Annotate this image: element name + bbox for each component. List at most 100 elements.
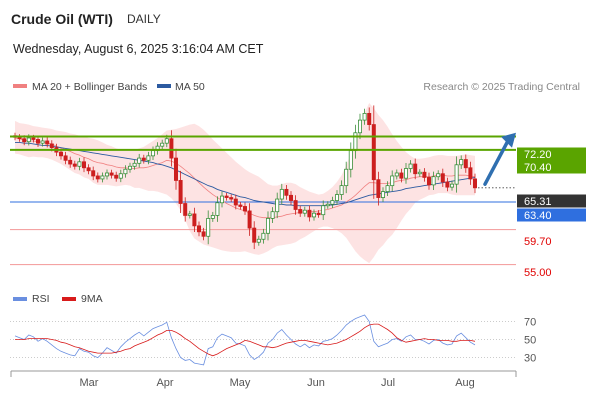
candle-body bbox=[201, 231, 206, 237]
candle bbox=[321, 200, 326, 220]
candle-body bbox=[353, 132, 358, 152]
candle-body bbox=[362, 113, 367, 121]
candle-body bbox=[298, 209, 303, 214]
candle-body bbox=[164, 138, 169, 144]
candle-body bbox=[95, 175, 100, 180]
instrument-title: Crude Oil (WTI) bbox=[11, 11, 113, 27]
candle-body bbox=[459, 159, 464, 166]
candle bbox=[123, 165, 128, 178]
candle-body bbox=[422, 171, 427, 178]
level-label-box bbox=[517, 194, 586, 208]
candle-body bbox=[91, 170, 96, 177]
candle bbox=[224, 193, 229, 201]
candle bbox=[307, 205, 312, 222]
candle-body bbox=[265, 218, 270, 234]
candle-body bbox=[302, 209, 307, 214]
candle-body bbox=[169, 138, 174, 159]
level-label: 63.40 bbox=[524, 210, 552, 222]
main-legend: MA 20 + Bollinger Bands MA 50 Research ©… bbox=[13, 81, 580, 93]
rsi-ma-legend-swatch bbox=[62, 297, 76, 301]
candle bbox=[459, 155, 464, 169]
candle-body bbox=[330, 200, 335, 205]
candle bbox=[40, 137, 45, 147]
candle bbox=[242, 202, 247, 215]
rsi-legend-label: RSI bbox=[32, 293, 50, 305]
candle bbox=[449, 180, 454, 191]
candle-body bbox=[436, 173, 441, 178]
candle-body bbox=[344, 168, 349, 187]
candle bbox=[339, 180, 344, 200]
candle bbox=[229, 194, 234, 203]
candle-body bbox=[279, 188, 284, 200]
candle bbox=[114, 171, 119, 182]
candle bbox=[63, 151, 68, 165]
x-axis: Mar Apr May Jun Jul Aug bbox=[10, 370, 517, 389]
candle-body bbox=[261, 232, 266, 240]
candle-body bbox=[376, 179, 381, 198]
candle bbox=[100, 172, 105, 183]
candle-body bbox=[252, 227, 257, 243]
candle-body bbox=[472, 178, 477, 189]
candle bbox=[265, 211, 270, 241]
candle-body bbox=[100, 175, 105, 180]
candle bbox=[72, 160, 77, 170]
candle bbox=[201, 227, 206, 241]
candle bbox=[233, 194, 238, 210]
candle bbox=[77, 157, 82, 171]
candle bbox=[206, 210, 211, 245]
rsi-legend-swatch bbox=[13, 297, 27, 301]
candle-body bbox=[334, 194, 339, 201]
candle-body bbox=[206, 218, 211, 237]
candle bbox=[426, 172, 431, 190]
candle bbox=[371, 105, 376, 199]
level-label: 65.31 bbox=[524, 196, 552, 208]
candle-body bbox=[440, 173, 445, 183]
x-tick-label: Jun bbox=[307, 377, 325, 389]
candle-body bbox=[403, 168, 408, 179]
level-label: 59.70 bbox=[524, 236, 552, 248]
rsi-ma-legend-label: 9MA bbox=[81, 293, 103, 305]
candle bbox=[284, 184, 289, 200]
candle-body bbox=[118, 173, 123, 179]
candle bbox=[187, 210, 192, 219]
candle bbox=[127, 162, 132, 173]
candle-body bbox=[132, 162, 137, 167]
ma50-legend-label: MA 50 bbox=[175, 81, 205, 93]
candle bbox=[357, 113, 362, 140]
candle-body bbox=[215, 202, 220, 216]
candle bbox=[413, 158, 418, 180]
candle-body bbox=[321, 205, 326, 216]
candle bbox=[362, 108, 367, 125]
candle-body bbox=[192, 213, 197, 227]
candle-body bbox=[233, 198, 238, 206]
candle bbox=[288, 191, 293, 205]
candle-body bbox=[68, 159, 73, 165]
candle bbox=[422, 168, 427, 182]
candle-body bbox=[196, 225, 201, 233]
candle bbox=[215, 196, 220, 222]
candle bbox=[472, 173, 477, 194]
candle bbox=[132, 159, 137, 170]
candle-body bbox=[109, 172, 114, 176]
candle bbox=[279, 183, 284, 205]
candle bbox=[298, 205, 303, 217]
level-label: 55.00 bbox=[524, 267, 552, 279]
rsi-tick-label: 30 bbox=[524, 353, 536, 365]
forecast-arrow-head bbox=[501, 132, 516, 148]
x-tick-label: May bbox=[230, 377, 251, 389]
candle-body bbox=[270, 211, 275, 219]
candle-body bbox=[173, 157, 178, 181]
forecast-arrow-shaft bbox=[483, 138, 510, 186]
candle-body bbox=[137, 157, 142, 164]
x-tick-label: Aug bbox=[455, 377, 475, 389]
candle bbox=[275, 192, 280, 219]
candle bbox=[105, 169, 110, 180]
candle bbox=[261, 228, 266, 244]
candle-body bbox=[449, 183, 454, 188]
candle bbox=[247, 203, 252, 236]
candle-body bbox=[417, 171, 422, 175]
candle bbox=[118, 169, 123, 183]
candle-body bbox=[22, 138, 27, 143]
candle bbox=[302, 206, 307, 217]
